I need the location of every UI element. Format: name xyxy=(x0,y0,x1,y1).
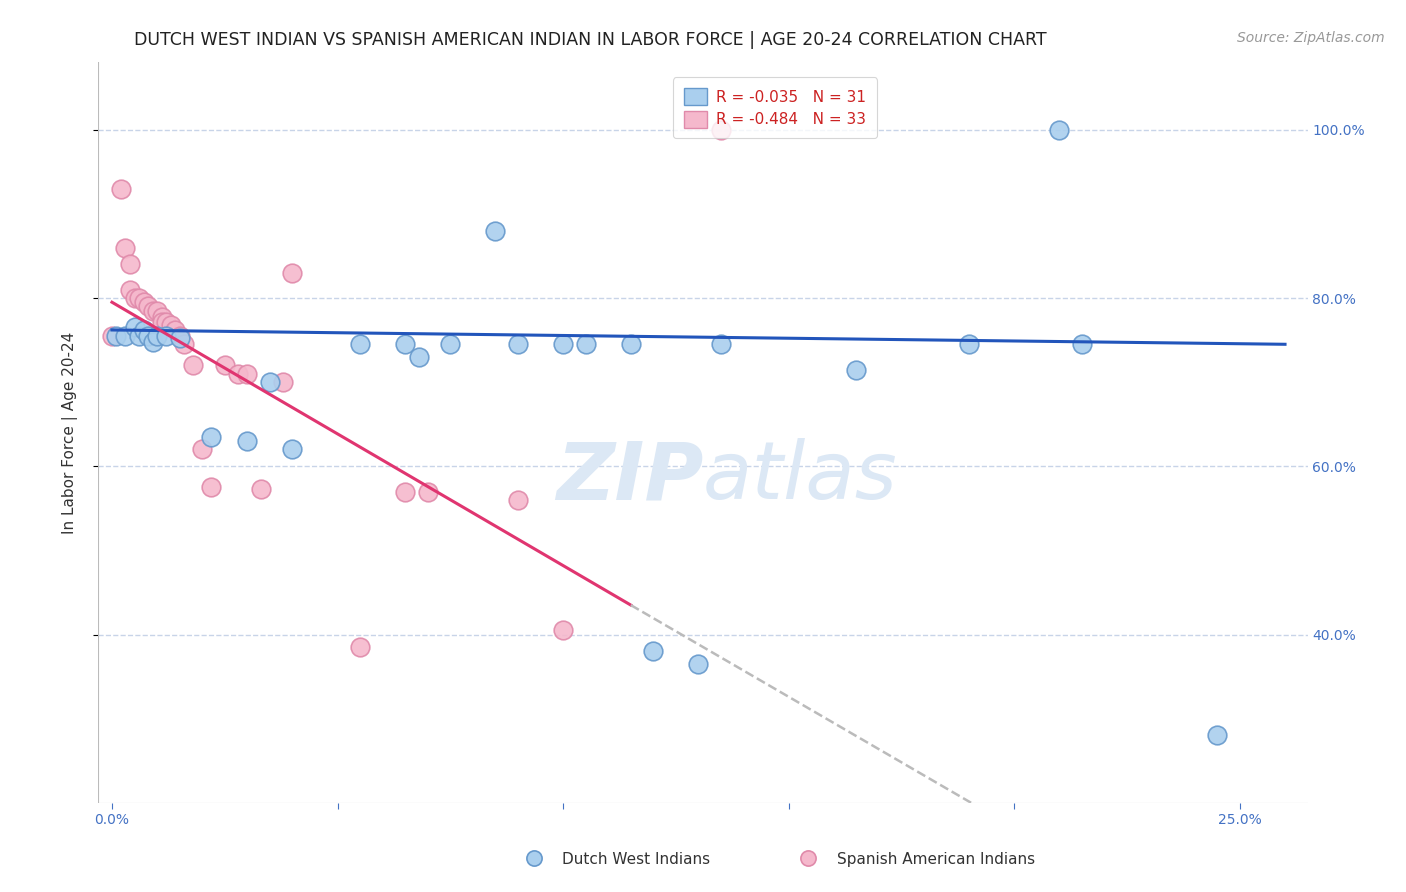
Text: Spanish American Indians: Spanish American Indians xyxy=(837,852,1035,867)
Text: Source: ZipAtlas.com: Source: ZipAtlas.com xyxy=(1237,31,1385,45)
Point xyxy=(281,442,304,457)
Point xyxy=(408,350,430,364)
Point xyxy=(394,337,416,351)
Y-axis label: In Labor Force | Age 20-24: In Labor Force | Age 20-24 xyxy=(62,332,77,533)
Point xyxy=(128,329,150,343)
Point xyxy=(523,851,546,865)
Point xyxy=(506,492,529,507)
Point xyxy=(200,480,222,494)
Point xyxy=(349,337,371,351)
Point xyxy=(349,640,371,655)
Point xyxy=(159,318,181,332)
Point xyxy=(1049,122,1071,136)
Point xyxy=(236,367,259,381)
Point xyxy=(214,359,236,373)
Point xyxy=(1206,729,1229,743)
Text: ZIP: ZIP xyxy=(555,438,703,516)
Point xyxy=(688,657,710,671)
Point xyxy=(128,291,150,305)
Point xyxy=(146,329,169,343)
Point xyxy=(118,283,141,297)
Point xyxy=(173,337,195,351)
Point xyxy=(575,337,598,351)
Point xyxy=(132,323,155,337)
Point xyxy=(250,482,273,496)
Point xyxy=(118,257,141,271)
Point xyxy=(957,337,980,351)
Point xyxy=(136,329,159,343)
Point xyxy=(114,240,136,255)
Point xyxy=(506,337,529,351)
Point xyxy=(124,320,146,334)
Point xyxy=(101,329,124,343)
Text: DUTCH WEST INDIAN VS SPANISH AMERICAN INDIAN IN LABOR FORCE | AGE 20-24 CORRELAT: DUTCH WEST INDIAN VS SPANISH AMERICAN IN… xyxy=(134,31,1047,49)
Point xyxy=(439,337,461,351)
Point xyxy=(150,310,173,324)
Point xyxy=(146,303,169,318)
Point xyxy=(155,329,177,343)
Point xyxy=(236,434,259,448)
Point xyxy=(200,430,222,444)
Point xyxy=(136,300,159,314)
Point xyxy=(181,359,204,373)
Point xyxy=(553,624,575,638)
Point xyxy=(259,375,281,389)
Point xyxy=(150,315,173,329)
Point xyxy=(110,181,132,195)
Point xyxy=(845,362,868,376)
Point xyxy=(643,644,665,658)
Point xyxy=(169,331,191,345)
Point xyxy=(484,224,506,238)
Text: Dutch West Indians: Dutch West Indians xyxy=(562,852,710,867)
Point xyxy=(553,337,575,351)
Point xyxy=(124,291,146,305)
Point xyxy=(191,442,214,457)
Point xyxy=(797,851,820,865)
Point xyxy=(1071,337,1094,351)
Point xyxy=(114,329,136,343)
Legend: R = -0.035   N = 31, R = -0.484   N = 33: R = -0.035 N = 31, R = -0.484 N = 33 xyxy=(673,78,877,138)
Point xyxy=(226,367,249,381)
Point xyxy=(394,484,416,499)
Point xyxy=(169,329,191,343)
Point xyxy=(165,323,187,337)
Point xyxy=(273,375,295,389)
Text: atlas: atlas xyxy=(703,438,898,516)
Point xyxy=(155,315,177,329)
Point xyxy=(142,303,165,318)
Point xyxy=(132,295,155,310)
Point xyxy=(281,266,304,280)
Point xyxy=(105,329,128,343)
Point xyxy=(142,334,165,349)
Point xyxy=(710,122,733,136)
Point xyxy=(620,337,643,351)
Point xyxy=(710,337,733,351)
Point xyxy=(416,484,439,499)
